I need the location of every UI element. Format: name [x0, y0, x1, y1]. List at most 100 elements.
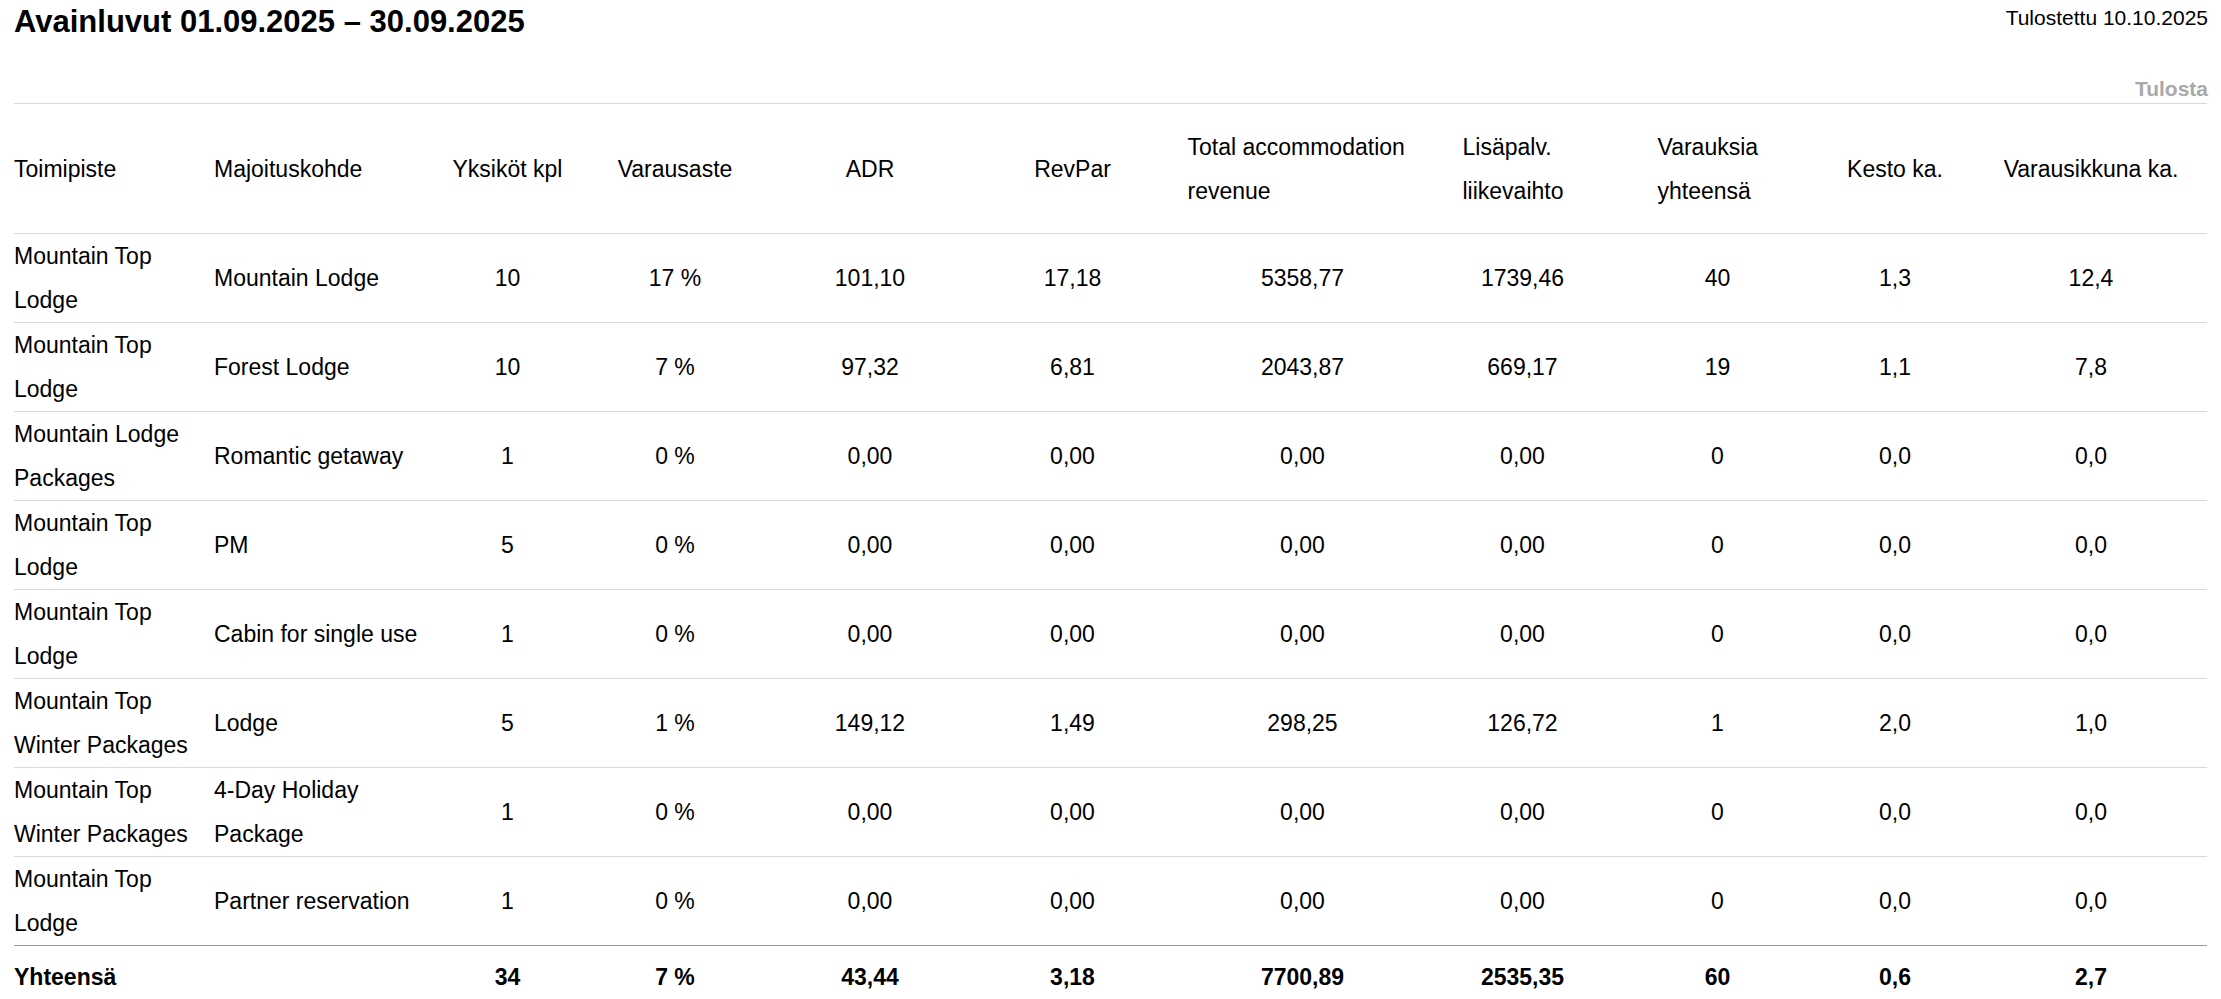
- cell-toimipiste: Mountain Top Lodge: [14, 857, 214, 946]
- summary-label: Yhteensä: [14, 946, 214, 999]
- col-header-varausikkuna-ka: Varausikkuna ka.: [1975, 104, 2207, 234]
- cell-toimipiste: Mountain Top Lodge: [14, 234, 214, 323]
- cell-majoituskohde: Lodge: [214, 679, 440, 768]
- cell-revpar: 1,49: [965, 679, 1180, 768]
- summary-row: Yhteensä 34 7 % 43,44 3,18 7700,89 2535,…: [14, 946, 2207, 999]
- cell-lisapalv-liikevaihto: 0,00: [1425, 501, 1620, 590]
- cell-adr: 101,10: [775, 234, 965, 323]
- cell-majoituskohde: 4-Day Holiday Package: [214, 768, 440, 857]
- cell-varauksia-yhteensa: 19: [1620, 323, 1815, 412]
- col-header-toimipiste: Toimipiste: [14, 104, 214, 234]
- table-row: Mountain Top Lodge PM 5 0 % 0,00 0,00 0,…: [14, 501, 2207, 590]
- cell-varausikkuna-ka: 0,0: [1975, 590, 2207, 679]
- col-header-total-accommodation-revenue-label: Total accommodation revenue: [1188, 125, 1418, 213]
- cell-yksikot-kpl: 5: [440, 679, 575, 768]
- header-row: Toimipiste Majoituskohde Yksiköt kpl Var…: [14, 104, 2207, 234]
- cell-varausaste: 0 %: [575, 412, 775, 501]
- table-row: Mountain Top Lodge Mountain Lodge 10 17 …: [14, 234, 2207, 323]
- summary-revpar: 3,18: [965, 946, 1180, 999]
- cell-majoituskohde: Romantic getaway: [214, 412, 440, 501]
- col-header-kesto-ka: Kesto ka.: [1815, 104, 1975, 234]
- table-row: Mountain Top Lodge Partner reservation 1…: [14, 857, 2207, 946]
- table-row: Mountain Top Lodge Forest Lodge 10 7 % 9…: [14, 323, 2207, 412]
- cell-varausaste: 0 %: [575, 501, 775, 590]
- cell-lisapalv-liikevaihto: 0,00: [1425, 412, 1620, 501]
- cell-majoituskohde: Partner reservation: [214, 857, 440, 946]
- cell-varausikkuna-ka: 1,0: [1975, 679, 2207, 768]
- cell-revpar: 0,00: [965, 590, 1180, 679]
- cell-majoituskohde: Cabin for single use: [214, 590, 440, 679]
- cell-total-accommodation-revenue: 0,00: [1180, 768, 1425, 857]
- col-header-total-accommodation-revenue: Total accommodation revenue: [1180, 104, 1425, 234]
- cell-lisapalv-liikevaihto: 0,00: [1425, 857, 1620, 946]
- cell-adr: 0,00: [775, 412, 965, 501]
- cell-lisapalv-liikevaihto: 669,17: [1425, 323, 1620, 412]
- cell-varausaste: 0 %: [575, 590, 775, 679]
- cell-varausikkuna-ka: 12,4: [1975, 234, 2207, 323]
- cell-kesto-ka: 1,3: [1815, 234, 1975, 323]
- col-header-revpar: RevPar: [965, 104, 1180, 234]
- cell-toimipiste: Mountain Top Lodge: [14, 501, 214, 590]
- cell-toimipiste: Mountain Top Winter Packages: [14, 679, 214, 768]
- top-right-area: Tulostettu 10.10.2025 Tulosta: [2006, 6, 2208, 101]
- cell-varausikkuna-ka: 0,0: [1975, 501, 2207, 590]
- cell-revpar: 17,18: [965, 234, 1180, 323]
- cell-total-accommodation-revenue: 0,00: [1180, 412, 1425, 501]
- cell-revpar: 6,81: [965, 323, 1180, 412]
- cell-yksikot-kpl: 1: [440, 590, 575, 679]
- cell-revpar: 0,00: [965, 412, 1180, 501]
- cell-total-accommodation-revenue: 5358,77: [1180, 234, 1425, 323]
- col-header-varausaste: Varausaste: [575, 104, 775, 234]
- cell-total-accommodation-revenue: 0,00: [1180, 857, 1425, 946]
- cell-adr: 0,00: [775, 501, 965, 590]
- cell-adr: 149,12: [775, 679, 965, 768]
- cell-toimipiste: Mountain Lodge Packages: [14, 412, 214, 501]
- cell-varauksia-yhteensa: 1: [1620, 679, 1815, 768]
- cell-revpar: 0,00: [965, 768, 1180, 857]
- cell-total-accommodation-revenue: 298,25: [1180, 679, 1425, 768]
- col-header-lisapalv-liikevaihto: Lisäpalv. liikevaihto: [1425, 104, 1620, 234]
- key-figures-table: Toimipiste Majoituskohde Yksiköt kpl Var…: [14, 103, 2207, 999]
- cell-toimipiste: Mountain Top Winter Packages: [14, 768, 214, 857]
- cell-varausaste: 7 %: [575, 323, 775, 412]
- table-row: Mountain Top Lodge Cabin for single use …: [14, 590, 2207, 679]
- cell-yksikot-kpl: 10: [440, 234, 575, 323]
- cell-yksikot-kpl: 1: [440, 768, 575, 857]
- summary-yksikot-kpl: 34: [440, 946, 575, 999]
- cell-varausaste: 0 %: [575, 857, 775, 946]
- col-header-lisapalv-liikevaihto-label: Lisäpalv. liikevaihto: [1463, 125, 1583, 213]
- cell-varausikkuna-ka: 0,0: [1975, 412, 2207, 501]
- cell-kesto-ka: 0,0: [1815, 768, 1975, 857]
- page-title: Avainluvut 01.09.2025 – 30.09.2025: [14, 4, 525, 40]
- cell-varausikkuna-ka: 0,0: [1975, 857, 2207, 946]
- cell-adr: 0,00: [775, 857, 965, 946]
- cell-kesto-ka: 0,0: [1815, 412, 1975, 501]
- summary-lisapalv-liikevaihto: 2535,35: [1425, 946, 1620, 999]
- col-header-majoituskohde: Majoituskohde: [214, 104, 440, 234]
- cell-yksikot-kpl: 10: [440, 323, 575, 412]
- cell-varauksia-yhteensa: 0: [1620, 590, 1815, 679]
- summary-varausaste: 7 %: [575, 946, 775, 999]
- print-link[interactable]: Tulosta: [2135, 77, 2208, 101]
- cell-majoituskohde: Forest Lodge: [214, 323, 440, 412]
- cell-revpar: 0,00: [965, 857, 1180, 946]
- cell-majoituskohde: PM: [214, 501, 440, 590]
- summary-kesto-ka: 0,6: [1815, 946, 1975, 999]
- cell-varauksia-yhteensa: 0: [1620, 857, 1815, 946]
- summary-adr: 43,44: [775, 946, 965, 999]
- col-header-varauksia-yhteensa: Varauksia yhteensä: [1620, 104, 1815, 234]
- printed-date: Tulostettu 10.10.2025: [2006, 6, 2208, 30]
- cell-yksikot-kpl: 1: [440, 412, 575, 501]
- col-header-yksikot-kpl: Yksiköt kpl: [440, 104, 575, 234]
- cell-kesto-ka: 1,1: [1815, 323, 1975, 412]
- cell-majoituskohde: Mountain Lodge: [214, 234, 440, 323]
- cell-lisapalv-liikevaihto: 0,00: [1425, 768, 1620, 857]
- cell-kesto-ka: 0,0: [1815, 501, 1975, 590]
- cell-varausaste: 0 %: [575, 768, 775, 857]
- cell-total-accommodation-revenue: 0,00: [1180, 501, 1425, 590]
- cell-varausikkuna-ka: 0,0: [1975, 768, 2207, 857]
- cell-varausaste: 1 %: [575, 679, 775, 768]
- cell-toimipiste: Mountain Top Lodge: [14, 590, 214, 679]
- col-header-varauksia-yhteensa-label: Varauksia yhteensä: [1658, 125, 1778, 213]
- cell-revpar: 0,00: [965, 501, 1180, 590]
